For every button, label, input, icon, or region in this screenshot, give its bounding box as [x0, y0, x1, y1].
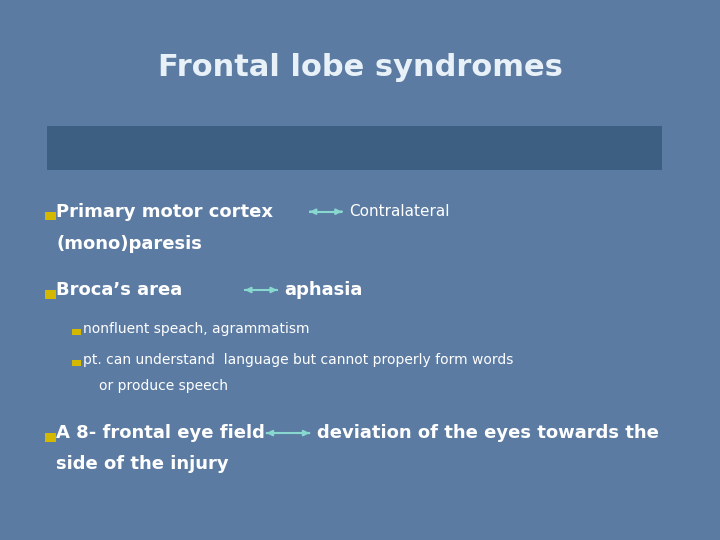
Text: or produce speech: or produce speech [99, 379, 228, 393]
Bar [45, 290, 56, 299]
Text: side of the injury: side of the injury [56, 455, 229, 474]
Text: A 8- frontal eye field: A 8- frontal eye field [56, 424, 265, 442]
Text: nonfluent speach, agrammatism: nonfluent speach, agrammatism [83, 322, 310, 336]
Bar [72, 360, 81, 366]
Text: Primary motor cortex: Primary motor cortex [56, 202, 273, 221]
Text: pt. can understand  language but cannot properly form words: pt. can understand language but cannot p… [83, 353, 513, 367]
Text: Contralateral: Contralateral [349, 204, 450, 219]
Text: deviation of the eyes towards the: deviation of the eyes towards the [317, 424, 659, 442]
Text: Frontal lobe syndromes: Frontal lobe syndromes [158, 53, 562, 82]
Bar [72, 329, 81, 335]
Bar [45, 212, 56, 220]
Text: Broca’s area: Broca’s area [56, 281, 182, 299]
Bar [45, 433, 56, 442]
Bar [47, 126, 662, 170]
Text: (mono)paresis: (mono)paresis [56, 235, 202, 253]
Text: aphasia: aphasia [284, 281, 363, 299]
